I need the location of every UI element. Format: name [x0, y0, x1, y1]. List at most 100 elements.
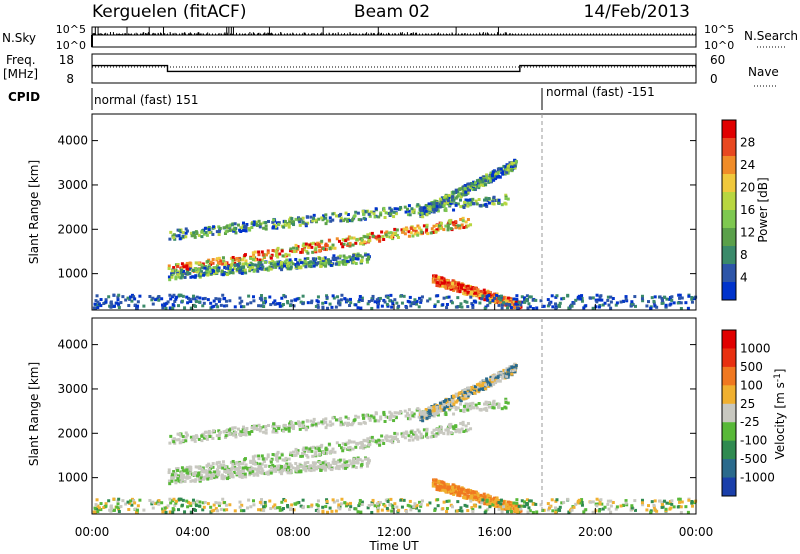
echo-cell: [484, 406, 488, 410]
echo-cell: [304, 466, 308, 470]
echo-cell: [194, 504, 198, 508]
echo-cell: [354, 507, 358, 511]
echo-cell: [381, 235, 385, 239]
echo-cell: [514, 302, 518, 306]
echo-cell: [495, 297, 499, 301]
echo-cell: [402, 498, 406, 502]
echo-cell: [436, 498, 440, 502]
echo-cell: [389, 231, 393, 235]
echo-cell: [306, 505, 310, 509]
echo-cell: [299, 250, 303, 254]
echo-cell: [458, 509, 462, 513]
echo-cell: [172, 293, 176, 297]
echo-cell: [357, 504, 361, 508]
noise-trace: [91, 27, 515, 47]
echo-cell: [488, 383, 492, 387]
echo-cell: [511, 165, 515, 169]
echo-cell: [133, 507, 137, 511]
echo-cell: [232, 267, 236, 271]
echo-cell: [430, 202, 434, 206]
echo-cell: [412, 228, 416, 232]
echo-cell: [387, 435, 391, 439]
echo-cell: [513, 370, 517, 374]
echo-cell: [316, 499, 320, 503]
echo-cell: [351, 258, 355, 262]
echo-cell: [356, 458, 360, 462]
echo-cell: [458, 226, 462, 230]
echo-cell: [270, 469, 274, 473]
echo-cell: [230, 427, 234, 431]
echo-cell: [294, 257, 298, 261]
echo-cell: [475, 406, 479, 410]
echo-cell: [238, 432, 242, 436]
echo-cell: [403, 409, 407, 413]
echo-cell: [360, 503, 364, 507]
echo-cell: [598, 507, 602, 511]
echo-cell: [295, 297, 299, 301]
echo-cell: [347, 423, 351, 427]
echo-cell: [367, 504, 371, 508]
echo-cell: [466, 402, 470, 406]
echo-cell: [497, 498, 501, 502]
echo-cell: [269, 303, 273, 307]
echo-cell: [493, 296, 497, 300]
echo-cell: [287, 429, 291, 433]
echo-cell: [231, 255, 235, 259]
echo-cell: [194, 267, 198, 271]
echo-cell: [286, 261, 290, 265]
echo-cell: [219, 463, 223, 467]
echo-cell: [219, 507, 223, 511]
echo-cell: [594, 502, 598, 506]
echo-cell: [497, 174, 501, 178]
echo-cell: [172, 266, 176, 270]
echo-cell: [407, 413, 411, 417]
echo-cell: [451, 281, 455, 285]
echo-cell: [506, 296, 510, 300]
echo-cell: [336, 256, 340, 260]
echo-cell: [194, 261, 198, 265]
echo-cell: [354, 261, 358, 265]
echo-cell: [315, 424, 319, 428]
echo-cell: [428, 297, 432, 301]
echo-cell: [212, 304, 216, 308]
echo-cell: [451, 485, 455, 489]
echo-cell: [189, 306, 193, 310]
echo-cell: [356, 461, 360, 465]
echo-cell: [546, 298, 550, 302]
echo-cell: [446, 425, 450, 429]
colorbar-tick-label: 8: [740, 248, 748, 262]
echo-cell: [331, 243, 335, 247]
echo-cell: [318, 256, 322, 260]
echo-cell: [280, 468, 284, 472]
echo-cell: [313, 249, 317, 253]
echo-cell: [512, 297, 516, 301]
echo-cell: [288, 462, 292, 466]
echo-cell: [200, 270, 204, 274]
echo-cell: [377, 236, 381, 240]
echo-cell: [482, 175, 486, 179]
echo-cell: [233, 261, 237, 265]
echo-cell: [566, 293, 570, 297]
echo-cell: [363, 457, 367, 461]
echo-cell: [260, 502, 264, 506]
echo-cell: [499, 298, 503, 302]
echo-cell: [323, 256, 327, 260]
echo-cell: [316, 295, 320, 299]
echo-cell: [513, 299, 517, 303]
echo-cell: [182, 265, 186, 269]
echo-cell: [282, 429, 286, 433]
echo-cell: [527, 302, 531, 306]
echo-cell: [262, 425, 266, 429]
echo-cell: [458, 198, 462, 202]
echo-cell: [459, 302, 463, 306]
echo-cell: [615, 505, 619, 509]
echo-cell: [329, 467, 333, 471]
echo-cell: [435, 432, 439, 436]
echo-cell: [196, 270, 200, 274]
echo-cell: [337, 214, 341, 218]
echo-cell: [512, 161, 516, 165]
echo-cell: [477, 184, 481, 188]
echo-cell: [458, 224, 462, 228]
echo-cell: [453, 485, 457, 489]
